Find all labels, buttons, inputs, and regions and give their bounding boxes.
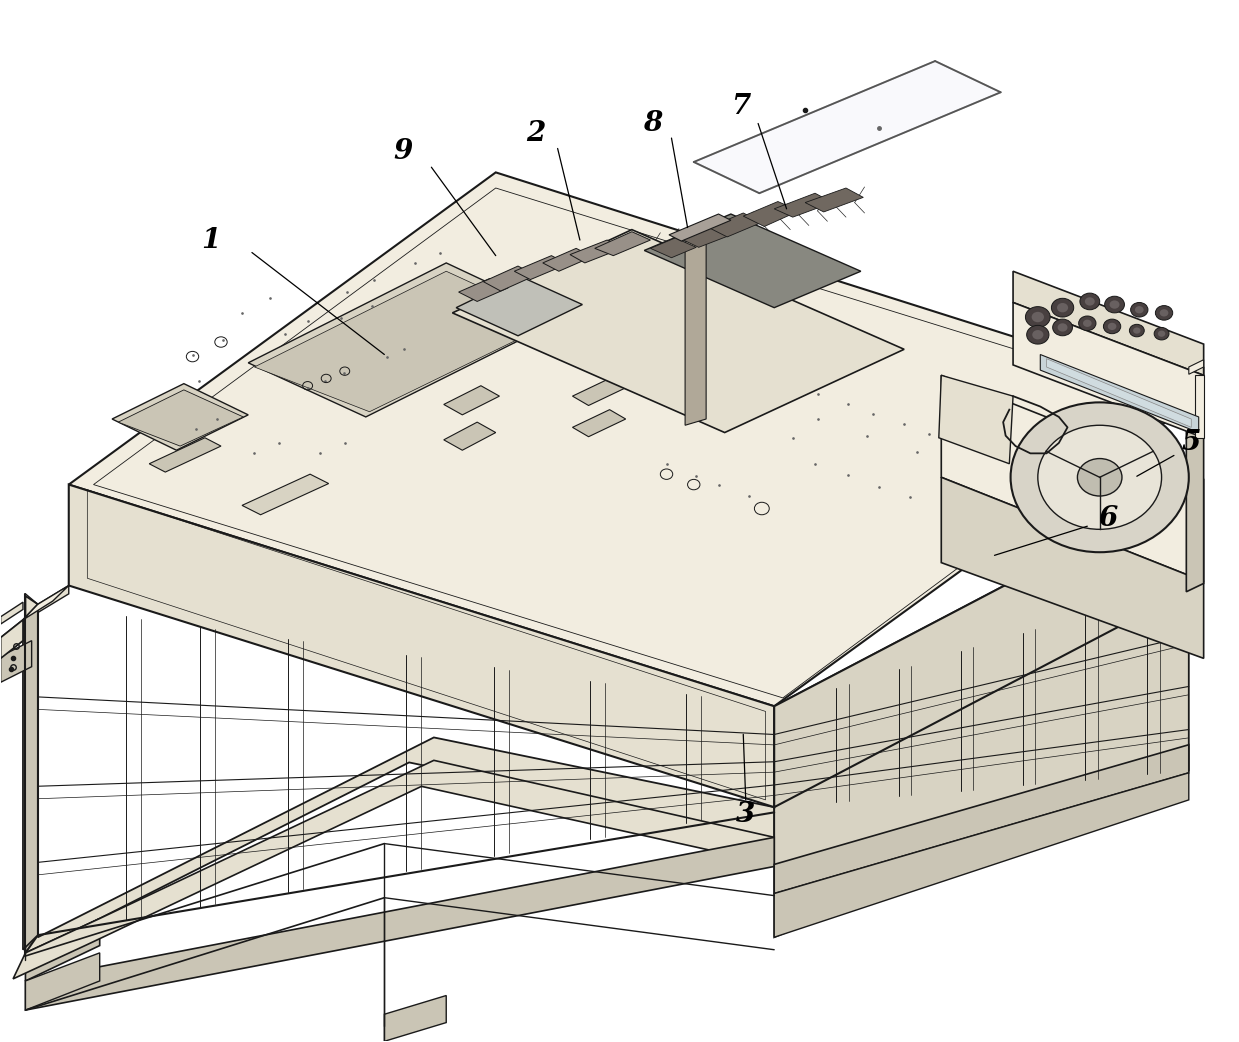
Polygon shape: [650, 238, 696, 257]
Polygon shape: [38, 586, 68, 613]
Polygon shape: [248, 263, 564, 417]
Polygon shape: [942, 477, 1203, 659]
Polygon shape: [458, 278, 508, 301]
Polygon shape: [514, 255, 567, 279]
Polygon shape: [26, 918, 99, 981]
Circle shape: [1105, 296, 1125, 313]
Polygon shape: [543, 248, 592, 271]
Polygon shape: [149, 438, 221, 472]
Polygon shape: [1188, 359, 1203, 374]
Polygon shape: [26, 838, 774, 1010]
Polygon shape: [1047, 358, 1191, 427]
Polygon shape: [743, 201, 799, 226]
Circle shape: [1038, 425, 1162, 529]
Polygon shape: [14, 761, 774, 978]
Polygon shape: [68, 485, 774, 808]
Circle shape: [1083, 320, 1092, 327]
Polygon shape: [572, 378, 626, 405]
Polygon shape: [483, 266, 535, 291]
Polygon shape: [452, 229, 904, 432]
Polygon shape: [1186, 367, 1203, 592]
Polygon shape: [694, 61, 1001, 193]
Polygon shape: [685, 234, 706, 425]
Polygon shape: [384, 995, 446, 1041]
Text: 1: 1: [202, 226, 221, 253]
Polygon shape: [774, 193, 833, 217]
Polygon shape: [1194, 375, 1203, 438]
Polygon shape: [709, 213, 762, 237]
Circle shape: [1160, 309, 1168, 317]
Polygon shape: [26, 596, 774, 956]
Circle shape: [1131, 302, 1149, 317]
Polygon shape: [1, 620, 24, 659]
Polygon shape: [112, 383, 248, 450]
Circle shape: [1027, 325, 1049, 344]
Polygon shape: [1014, 271, 1203, 375]
Polygon shape: [24, 604, 38, 949]
Circle shape: [1032, 312, 1044, 322]
Polygon shape: [26, 952, 99, 1010]
Polygon shape: [679, 226, 729, 247]
Polygon shape: [644, 214, 861, 307]
Polygon shape: [1, 641, 32, 683]
Polygon shape: [1014, 302, 1203, 438]
Polygon shape: [24, 586, 68, 620]
Polygon shape: [942, 375, 1203, 581]
Polygon shape: [444, 422, 496, 450]
Text: 7: 7: [731, 94, 751, 120]
Polygon shape: [595, 231, 650, 255]
Circle shape: [1108, 323, 1116, 330]
Text: 9: 9: [393, 139, 413, 165]
Polygon shape: [118, 390, 243, 446]
Circle shape: [1104, 319, 1121, 333]
Circle shape: [1130, 324, 1145, 337]
Polygon shape: [774, 482, 1201, 808]
Circle shape: [1057, 303, 1068, 313]
Circle shape: [1156, 305, 1172, 320]
Polygon shape: [669, 214, 731, 241]
Circle shape: [1052, 298, 1074, 317]
Text: 8: 8: [643, 110, 663, 137]
Polygon shape: [1041, 354, 1198, 432]
Polygon shape: [68, 172, 1201, 706]
Polygon shape: [805, 188, 864, 212]
Text: 5: 5: [1182, 429, 1201, 456]
Circle shape: [1135, 306, 1144, 314]
Text: 2: 2: [525, 121, 545, 147]
Polygon shape: [444, 386, 499, 415]
Circle shape: [1085, 297, 1095, 305]
Circle shape: [1080, 293, 1100, 309]
Circle shape: [1032, 330, 1043, 340]
Text: 6: 6: [1099, 505, 1118, 532]
Polygon shape: [939, 375, 1014, 464]
Circle shape: [1158, 330, 1166, 337]
Circle shape: [1078, 458, 1123, 496]
Circle shape: [1110, 300, 1120, 308]
Polygon shape: [570, 240, 622, 263]
Polygon shape: [774, 773, 1188, 937]
Polygon shape: [572, 410, 626, 437]
Circle shape: [1134, 327, 1141, 333]
Polygon shape: [1, 602, 24, 624]
Polygon shape: [456, 276, 582, 336]
Text: 3: 3: [736, 801, 756, 828]
Circle shape: [1058, 323, 1068, 331]
Circle shape: [1026, 306, 1051, 327]
Polygon shape: [774, 745, 1188, 894]
Polygon shape: [254, 271, 555, 412]
Circle shape: [1011, 402, 1188, 552]
Polygon shape: [242, 474, 328, 515]
Circle shape: [1079, 316, 1097, 330]
Circle shape: [1053, 319, 1073, 336]
Circle shape: [1155, 327, 1170, 340]
Polygon shape: [774, 482, 1201, 937]
